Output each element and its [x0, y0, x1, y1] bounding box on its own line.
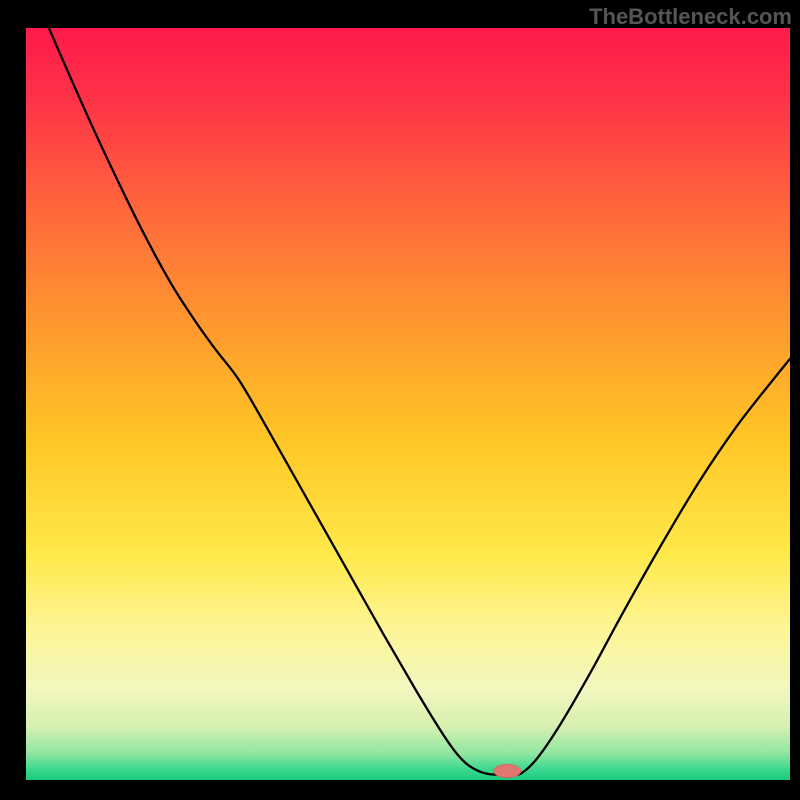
- chart-container: TheBottleneck.com: [0, 0, 800, 800]
- optimum-marker: [494, 764, 522, 778]
- plot-area: [26, 28, 790, 780]
- gradient-background: [26, 28, 790, 780]
- bottleneck-chart: [26, 28, 790, 780]
- watermark-text: TheBottleneck.com: [589, 4, 792, 30]
